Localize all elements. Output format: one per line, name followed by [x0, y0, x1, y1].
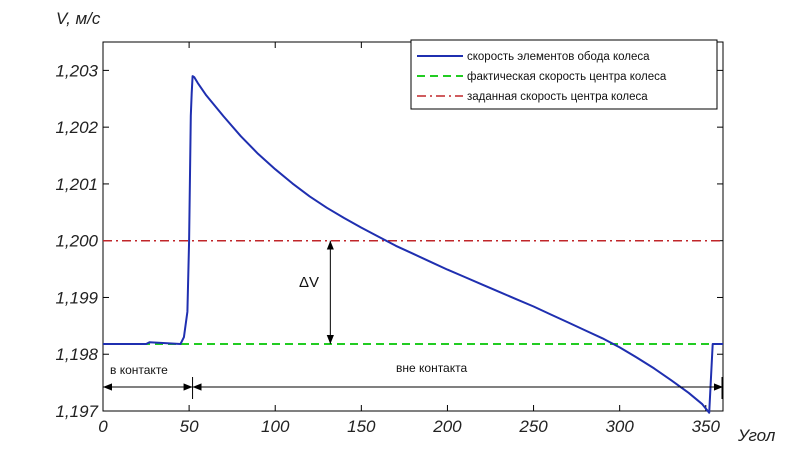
- x-tick-label: 0: [98, 417, 108, 436]
- y-tick-label: 1,199: [55, 288, 98, 307]
- y-tick-label: 1,197: [55, 402, 98, 421]
- y-axis-ticks: 1,197 1,198 1,199 1,200 1,201 1,202 1,203: [55, 61, 723, 421]
- legend-box: [410, 39, 718, 110]
- delta-v-label: ΔV: [299, 274, 319, 291]
- y-tick-label: 1,200: [55, 232, 98, 251]
- series-line-rim-speed: [103, 75, 723, 414]
- y-tick-label: 1,203: [55, 61, 98, 80]
- y-tick-label: 1,202: [55, 118, 98, 137]
- legend-label-actual-center-speed: фактическая скорость центра колеса: [467, 71, 667, 83]
- x-tick-label: 100: [261, 417, 290, 436]
- x-tick-label: 200: [432, 417, 462, 436]
- y-tick-label: 1,201: [55, 175, 98, 194]
- x-tick-label: 250: [518, 417, 548, 436]
- y-axis-label: V, м/с: [56, 9, 101, 28]
- x-axis-ticks: 0 50 100 150 200 250 300 350: [98, 42, 720, 436]
- x-tick-label: 350: [692, 417, 721, 436]
- x-tick-label: 300: [605, 417, 634, 436]
- legend-label-rim-speed: скорость элементов обода колеса: [467, 51, 650, 63]
- series-layer: [103, 75, 723, 414]
- legend: скорость элементов обода колеса фактичес…: [410, 39, 718, 110]
- in-contact-label: в контакте: [110, 363, 168, 377]
- legend-label-target-center-speed: заданная скорость центра колеса: [467, 91, 648, 103]
- x-tick-label: 150: [347, 417, 376, 436]
- x-axis-label: Угол: [737, 426, 776, 445]
- out-contact-label: вне контакта: [396, 361, 467, 375]
- annotations-layer: [103, 240, 723, 399]
- x-tick-label: 50: [180, 417, 199, 436]
- y-tick-label: 1,198: [55, 345, 98, 364]
